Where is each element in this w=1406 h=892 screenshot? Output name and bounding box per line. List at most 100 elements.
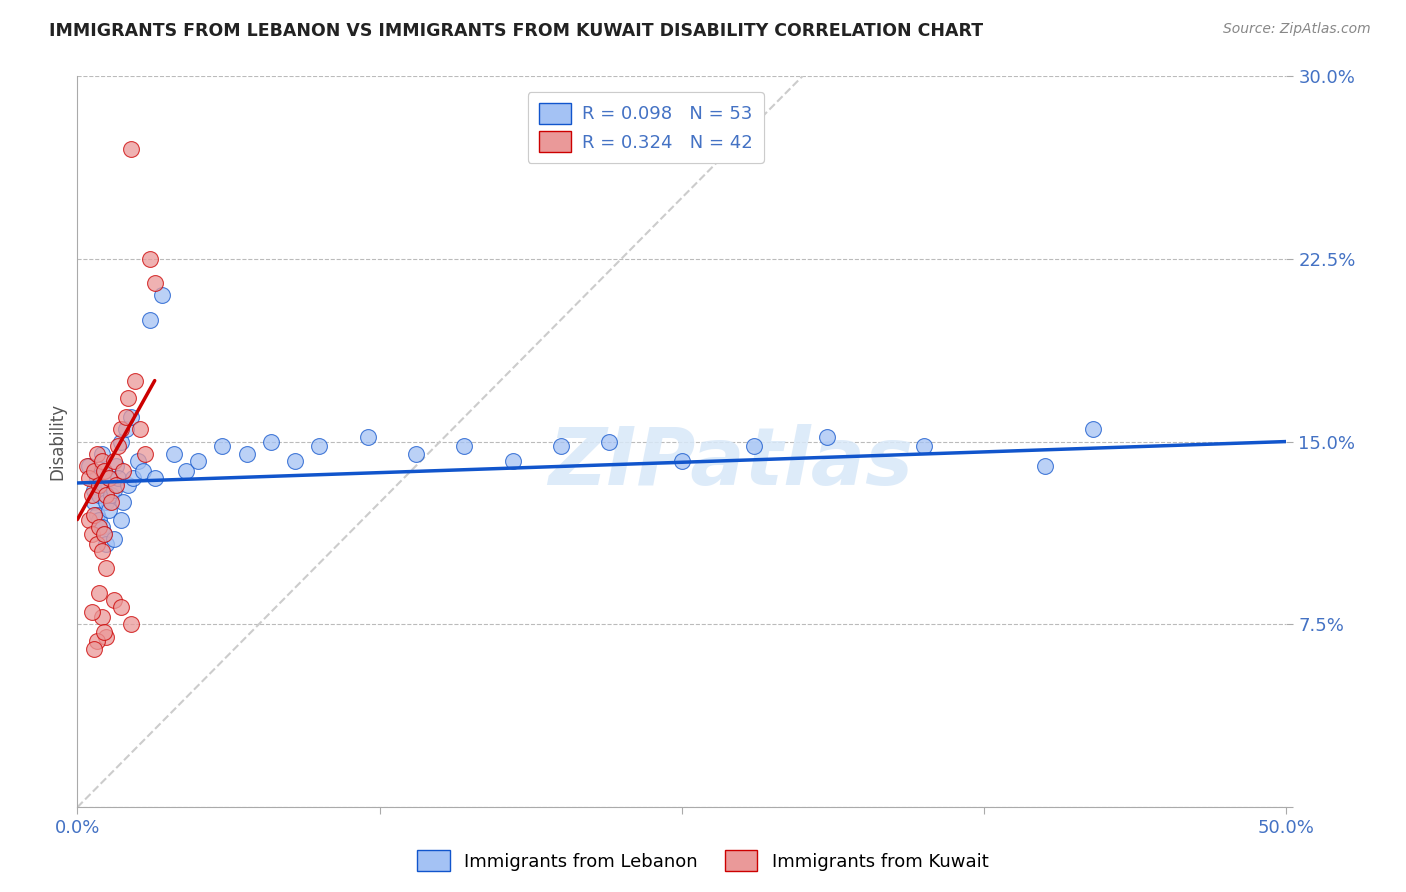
Point	[120, 142, 142, 156]
Point	[105, 478, 128, 492]
Point	[122, 471, 145, 485]
Point	[97, 471, 120, 485]
Point	[96, 630, 118, 644]
Point	[671, 454, 693, 468]
Point	[163, 447, 186, 461]
Point	[80, 488, 103, 502]
Point	[598, 434, 620, 449]
Point	[124, 374, 146, 388]
Point	[93, 464, 115, 478]
Point	[90, 520, 112, 534]
Point	[93, 624, 115, 639]
Point	[105, 458, 128, 473]
Point	[96, 561, 118, 575]
Point	[103, 532, 125, 546]
Point	[139, 312, 162, 326]
Point	[80, 527, 103, 541]
Point	[90, 544, 112, 558]
Point	[112, 495, 135, 509]
Point	[79, 458, 101, 473]
Point	[211, 439, 233, 453]
Point	[86, 537, 108, 551]
Point	[744, 439, 766, 453]
Point	[110, 512, 132, 526]
Point	[114, 410, 136, 425]
Point	[93, 527, 115, 541]
Point	[308, 439, 330, 453]
Point	[187, 454, 209, 468]
Point	[356, 430, 378, 444]
Point	[143, 276, 166, 290]
Point	[97, 503, 120, 517]
Point	[453, 439, 475, 453]
Point	[93, 464, 115, 478]
Point	[90, 478, 112, 492]
Point	[103, 483, 125, 498]
Point	[117, 478, 139, 492]
Point	[90, 610, 112, 624]
Point	[502, 454, 524, 468]
Point	[76, 458, 98, 473]
Point	[86, 471, 108, 485]
Point	[110, 422, 132, 436]
Text: ZIPatlas: ZIPatlas	[548, 425, 912, 502]
Point	[79, 512, 101, 526]
Point	[83, 483, 105, 498]
Point	[96, 495, 118, 509]
Point	[120, 617, 142, 632]
Point	[815, 430, 838, 444]
Point	[86, 447, 108, 461]
Point	[83, 641, 105, 656]
Point	[87, 520, 110, 534]
Point	[107, 471, 129, 485]
Point	[110, 600, 132, 615]
Point	[87, 478, 110, 492]
Point	[93, 527, 115, 541]
Point	[79, 471, 101, 485]
Point	[1033, 458, 1056, 473]
Point	[120, 410, 142, 425]
Point	[550, 439, 572, 453]
Point	[912, 439, 935, 453]
Legend: R = 0.098   N = 53, R = 0.324   N = 42: R = 0.098 N = 53, R = 0.324 N = 42	[527, 92, 763, 162]
Point	[131, 464, 153, 478]
Point	[107, 439, 129, 453]
Point	[405, 447, 427, 461]
Y-axis label: Disability: Disability	[48, 403, 66, 480]
Legend: Immigrants from Lebanon, Immigrants from Kuwait: Immigrants from Lebanon, Immigrants from…	[411, 843, 995, 879]
Point	[103, 454, 125, 468]
Point	[80, 605, 103, 619]
Point	[97, 471, 120, 485]
Point	[112, 464, 135, 478]
Point	[103, 593, 125, 607]
Point	[110, 434, 132, 449]
Point	[96, 488, 118, 502]
Point	[284, 454, 307, 468]
Point	[87, 512, 110, 526]
Point	[129, 422, 152, 436]
Point	[260, 434, 283, 449]
Point	[114, 422, 136, 436]
Point	[83, 464, 105, 478]
Point	[96, 537, 118, 551]
Point	[100, 488, 122, 502]
Point	[87, 585, 110, 599]
Point	[90, 447, 112, 461]
Point	[100, 495, 122, 509]
Point	[83, 508, 105, 522]
Point	[86, 634, 108, 648]
Point	[83, 495, 105, 509]
Point	[1081, 422, 1104, 436]
Point	[174, 464, 197, 478]
Text: IMMIGRANTS FROM LEBANON VS IMMIGRANTS FROM KUWAIT DISABILITY CORRELATION CHART: IMMIGRANTS FROM LEBANON VS IMMIGRANTS FR…	[49, 22, 983, 40]
Point	[150, 288, 173, 302]
Point	[235, 447, 257, 461]
Point	[139, 252, 162, 266]
Point	[117, 391, 139, 405]
Point	[86, 508, 108, 522]
Point	[87, 488, 110, 502]
Point	[127, 454, 149, 468]
Point	[143, 471, 166, 485]
Text: Source: ZipAtlas.com: Source: ZipAtlas.com	[1223, 22, 1371, 37]
Point	[134, 447, 156, 461]
